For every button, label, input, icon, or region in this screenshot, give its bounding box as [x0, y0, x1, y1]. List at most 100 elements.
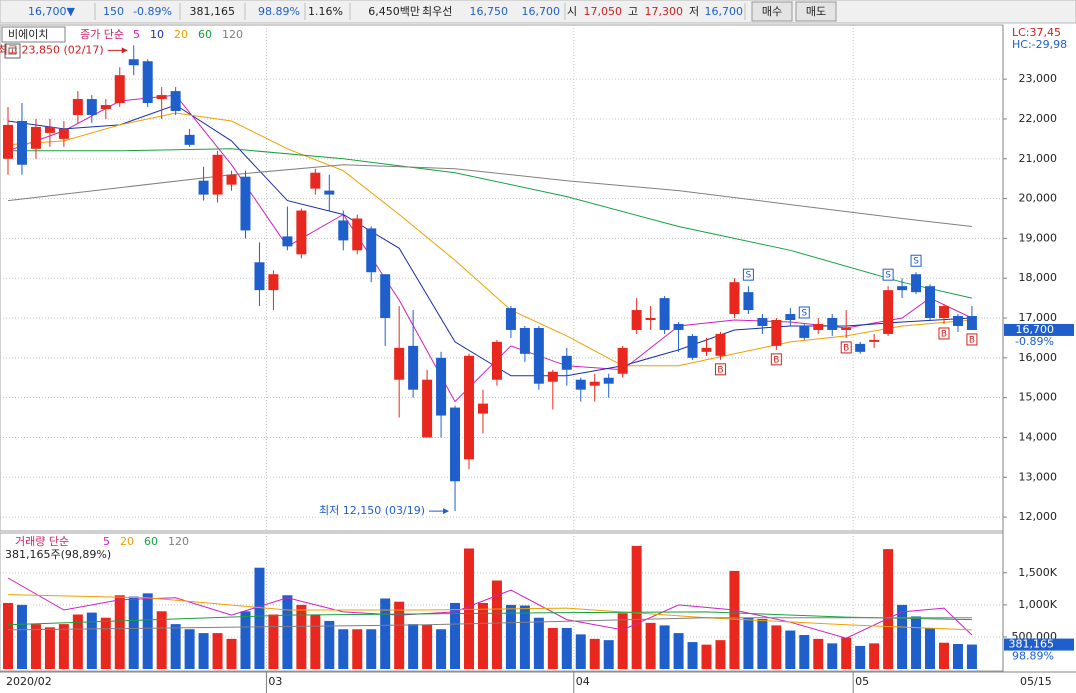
candle-body: [100, 105, 111, 110]
toolbar-volume: 381,165: [190, 5, 236, 18]
volume-bar: [659, 625, 670, 669]
candle-body: [673, 323, 684, 330]
candle-body: [254, 262, 265, 291]
candle-body: [938, 306, 949, 319]
volume-bar: [505, 604, 516, 669]
volume-bar: [128, 596, 139, 669]
y-tick-label: 23,000: [1019, 72, 1058, 85]
candle-body: [16, 120, 27, 165]
candle-body: [841, 327, 852, 330]
candle-body: [240, 176, 251, 231]
buy-button[interactable]: [751, 1, 793, 22]
x-tick-label: 2020/02: [6, 675, 52, 688]
y-tick-label: 1,500K: [1018, 566, 1057, 579]
volume-bar: [771, 625, 782, 669]
candle-body: [436, 357, 447, 416]
legend-entry: 5: [103, 535, 110, 548]
candle-body: [366, 228, 377, 273]
volume-bar: [282, 595, 293, 669]
signal-box: [840, 341, 852, 354]
candle-body: [198, 180, 209, 195]
candle-body: [897, 286, 908, 291]
volume-bar: [869, 643, 880, 669]
volume-bar: [617, 613, 628, 669]
candle-body: [310, 172, 321, 189]
last-volume-box: [1004, 638, 1074, 651]
volume-bar: [184, 629, 195, 669]
candle-body: [450, 407, 461, 482]
y-tick-label: 21,000: [1019, 152, 1058, 165]
legend-entry: 20: [174, 28, 188, 41]
candle-body: [883, 290, 894, 334]
y-tick-label: 14,000: [1019, 430, 1058, 443]
signal-label: S: [801, 308, 807, 318]
hc-label: HC:-29,98: [1012, 38, 1067, 51]
signal-label: B: [843, 343, 849, 353]
moving-average: [7, 594, 972, 631]
toolbar-price: 16,700▼: [28, 5, 75, 18]
candle-body: [617, 347, 628, 374]
signal-label: B: [969, 335, 975, 345]
candle-body: [631, 310, 642, 330]
volume-bar: [785, 630, 796, 669]
volume-bar: [952, 643, 963, 669]
candle-body: [114, 75, 125, 104]
volume-bar: [380, 598, 391, 669]
toolbar-bid: 16,700: [522, 5, 561, 18]
volume-bar: [477, 602, 488, 669]
annotation: 최고 23,850 (02/17): [0, 43, 104, 56]
volume-bar: [30, 624, 41, 669]
candle-body: [338, 220, 349, 241]
volume-bar: [436, 629, 447, 669]
signal-box: [938, 327, 950, 340]
candle-body: [966, 316, 977, 330]
signal-label: S: [746, 271, 752, 281]
signal-box: [798, 306, 810, 319]
volume-bar: [701, 644, 712, 669]
volume-bar: [533, 617, 544, 669]
volume-bar: [254, 567, 265, 669]
signal-label: B: [941, 329, 947, 339]
candle-body: [170, 91, 181, 111]
candle-body: [589, 381, 600, 386]
stock-name-box[interactable]: [1, 26, 66, 43]
volume-bar: [198, 633, 209, 669]
candle-body: [715, 333, 726, 356]
volume-bar: [408, 624, 419, 669]
signal-box: [882, 268, 894, 281]
candle-body: [925, 286, 936, 319]
last-price-box: [1004, 323, 1074, 336]
volume-bar: [338, 629, 349, 669]
candle-body: [212, 154, 223, 195]
candle-body: [533, 327, 544, 384]
signal-box: [714, 363, 726, 376]
moving-average: [7, 577, 973, 639]
candle-body: [575, 379, 586, 390]
candle-body: [282, 236, 293, 247]
toolbar-turnover: 1.16%: [308, 5, 343, 18]
volume-bar: [72, 614, 83, 669]
candle-body: [701, 347, 712, 352]
candle-body: [813, 323, 824, 330]
sell-button[interactable]: [795, 1, 837, 22]
volume-bar: [226, 638, 237, 669]
candle-body: [44, 126, 55, 133]
x-tick-label: 03: [268, 675, 282, 688]
volume-bar: [44, 627, 55, 669]
candle-body: [771, 320, 782, 346]
volume-bar: [883, 549, 894, 669]
candle-body: [659, 298, 670, 330]
volume-bar: [212, 633, 223, 669]
signal-box: [742, 268, 754, 281]
price-legend-label: 종가 단순: [80, 28, 124, 41]
candle-body: [477, 403, 488, 414]
volume-bar: [589, 638, 600, 669]
volume-bar: [156, 611, 167, 669]
volume-bar: [561, 627, 572, 669]
candle-body: [519, 327, 530, 354]
volume-bar: [240, 611, 251, 669]
volume-bar: [799, 635, 810, 669]
moving-average: [7, 112, 972, 367]
y-tick-label: 17,000: [1019, 311, 1058, 324]
volume-bar: [450, 602, 461, 669]
